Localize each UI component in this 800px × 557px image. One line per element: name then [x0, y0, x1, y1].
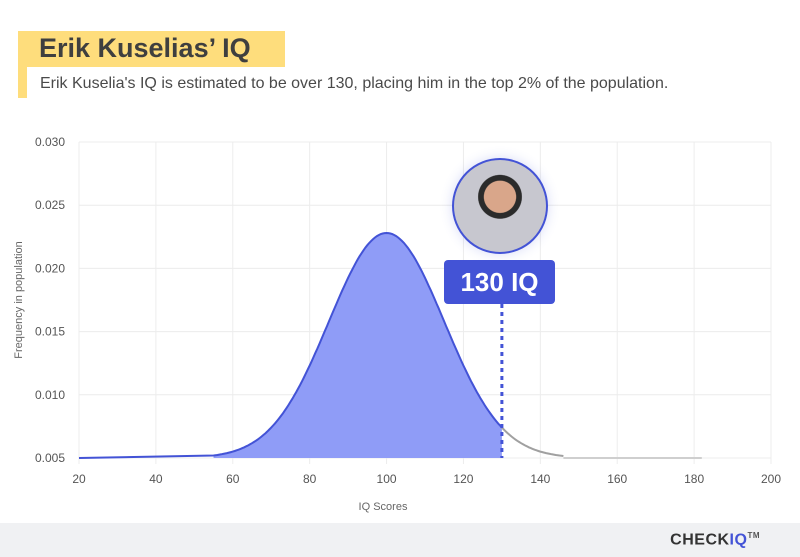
x-tick-label: 100	[377, 472, 397, 486]
page-subtitle: Erik Kuselia's IQ is estimated to be ove…	[40, 75, 669, 92]
iq-badge: 130 IQ	[444, 260, 555, 304]
y-tick-label: 0.030	[35, 135, 65, 149]
footer: CHECKIQTM	[0, 523, 800, 557]
x-tick-label: 20	[72, 472, 86, 486]
x-tick-label: 180	[684, 472, 704, 486]
page-title: Erik Kuselias’ IQ	[39, 33, 251, 63]
x-axis-label: IQ Scores	[359, 501, 408, 513]
y-tick-label: 0.010	[35, 388, 65, 402]
logo-main: CHECK	[670, 531, 730, 549]
y-tick-label: 0.015	[35, 325, 65, 339]
title-highlight-stub	[18, 67, 27, 98]
y-axis-label: Frequency in population	[13, 241, 25, 358]
x-tick-label: 140	[530, 472, 550, 486]
y-tick-label: 0.005	[35, 451, 65, 465]
x-tick-label: 80	[303, 472, 317, 486]
x-tick-label: 60	[226, 472, 240, 486]
logo-tm: TM	[747, 531, 760, 540]
y-tick-label: 0.025	[35, 198, 65, 212]
checkiq-logo: CHECKIQTM	[670, 531, 760, 549]
distribution-curve-tail	[501, 426, 564, 457]
x-tick-label: 120	[453, 472, 473, 486]
title-highlight	[18, 31, 285, 67]
distribution-curve-highlighted	[78, 231, 503, 459]
x-tick-label: 40	[149, 472, 163, 486]
x-tick-label: 160	[607, 472, 627, 486]
avatar	[452, 158, 548, 254]
logo-accent: IQ	[729, 531, 748, 549]
x-tick-label: 200	[761, 472, 781, 486]
y-tick-label: 0.020	[35, 261, 65, 275]
iq-chart: 20 40 60 80 100 120 140 160 180 200 0.005 0.010 0.01…	[13, 135, 781, 513]
